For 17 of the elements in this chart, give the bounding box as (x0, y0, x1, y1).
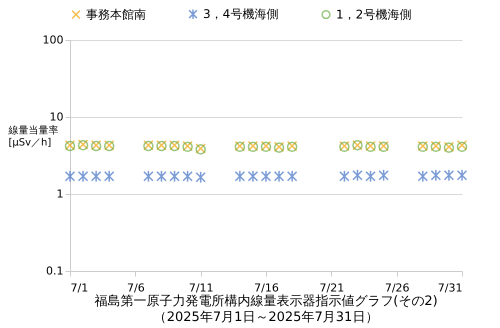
x-tick-label: 7/6 (126, 282, 145, 294)
text: （2025年7月1日～2025年7月31日） (154, 310, 378, 325)
y-axis-title: 線量当量率 [μSv／h] (8, 124, 58, 148)
x-tick-label: 7/16 (254, 282, 279, 294)
text: 福島第一原子力発電所構内線量表示器指示値グラフ(その2) (94, 294, 438, 309)
y-tick-label: 1 (56, 188, 64, 200)
x-tick-label: 7/21 (319, 282, 344, 294)
legend-label: 1，2号機海側 (336, 8, 412, 22)
x-tick-label: 7/26 (384, 282, 410, 294)
legend-label: 3，4号機海側 (203, 7, 278, 22)
x-tick-label: 7/1 (70, 282, 88, 294)
y-tick-label: 0.1 (46, 264, 64, 278)
x-tick-label: 7/11 (188, 282, 214, 294)
legend-label: 事務本館南 (86, 8, 146, 22)
y-tick-label: 100 (42, 34, 64, 46)
y-tick-label: 10 (50, 110, 64, 124)
x-tick-label: 7/31 (438, 282, 462, 294)
